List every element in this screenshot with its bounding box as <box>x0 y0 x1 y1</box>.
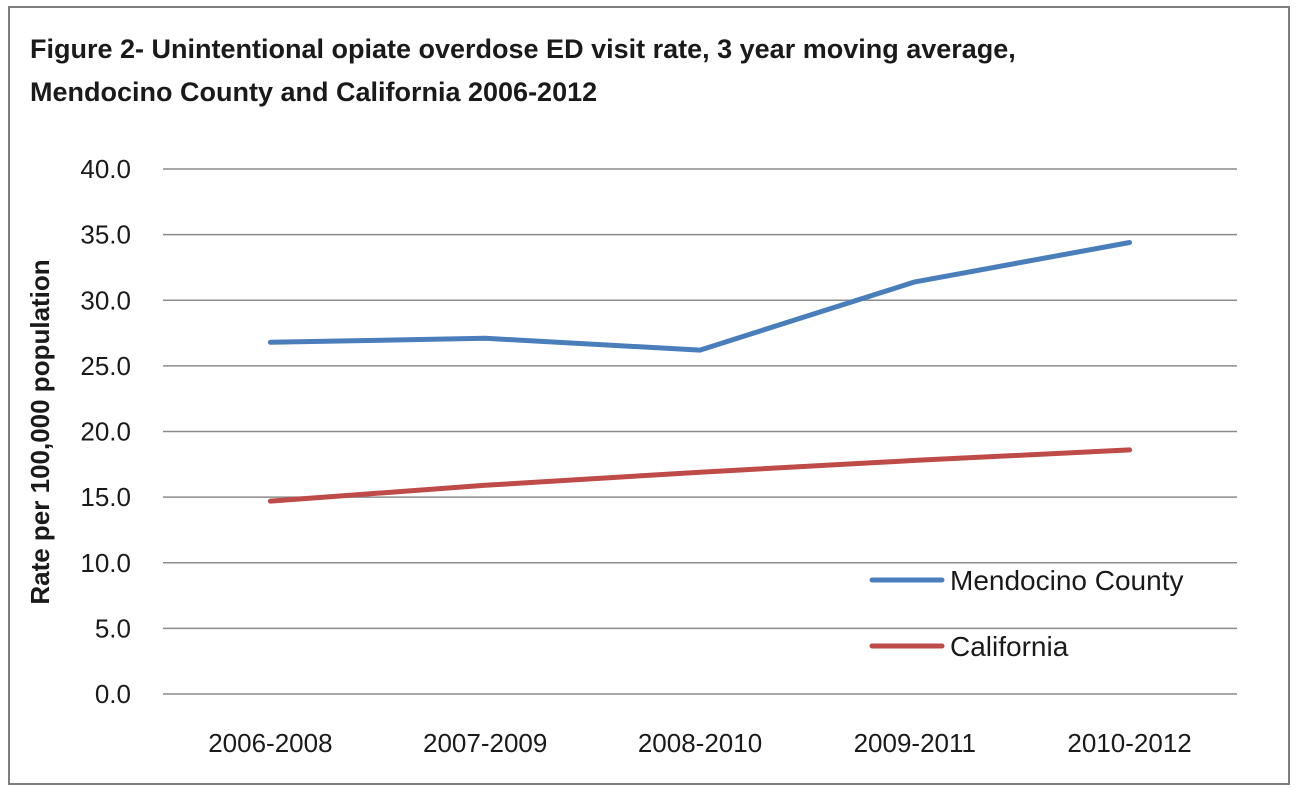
legend-label: California <box>950 631 1069 662</box>
gridlines <box>163 168 1237 695</box>
y-tick-label: 5.0 <box>95 613 131 643</box>
y-tick-label: 40.0 <box>80 154 131 184</box>
chart-frame <box>8 6 1290 785</box>
x-tick-label: 2010-2012 <box>1067 728 1191 758</box>
y-tick-label: 25.0 <box>80 351 131 381</box>
y-tick-label: 15.0 <box>80 482 131 512</box>
y-axis-label: Rate per 100,000 population <box>25 259 55 604</box>
y-tick-label: 20.0 <box>80 417 131 447</box>
series-lines <box>267 240 1133 504</box>
y-tick-label: 10.0 <box>80 548 131 578</box>
y-tick-labels: 0.0 5.0 10.0 15.0 20.0 25.0 30.0 35.0 40.0 <box>80 154 131 709</box>
legend-label: Mendocino County <box>950 565 1183 596</box>
y-tick-label: 30.0 <box>80 285 131 315</box>
x-tick-label: 2008-2010 <box>638 728 762 758</box>
y-tick-label: 35.0 <box>80 220 131 250</box>
x-tick-label: 2007-2009 <box>423 728 547 758</box>
chart-title: Figure 2- Unintentional opiate overdose … <box>30 34 1016 107</box>
series-line-mendocino-county <box>267 240 1133 353</box>
legend: Mendocino County California <box>869 565 1183 662</box>
series-line-california <box>267 447 1133 504</box>
x-tick-label: 2006-2008 <box>208 728 332 758</box>
x-tick-label: 2009-2011 <box>854 728 976 758</box>
x-tick-labels: 2006-2008 2007-2009 2008-2010 2009-2011 2010… <box>208 728 1192 758</box>
y-tick-label: 0.0 <box>95 679 131 709</box>
